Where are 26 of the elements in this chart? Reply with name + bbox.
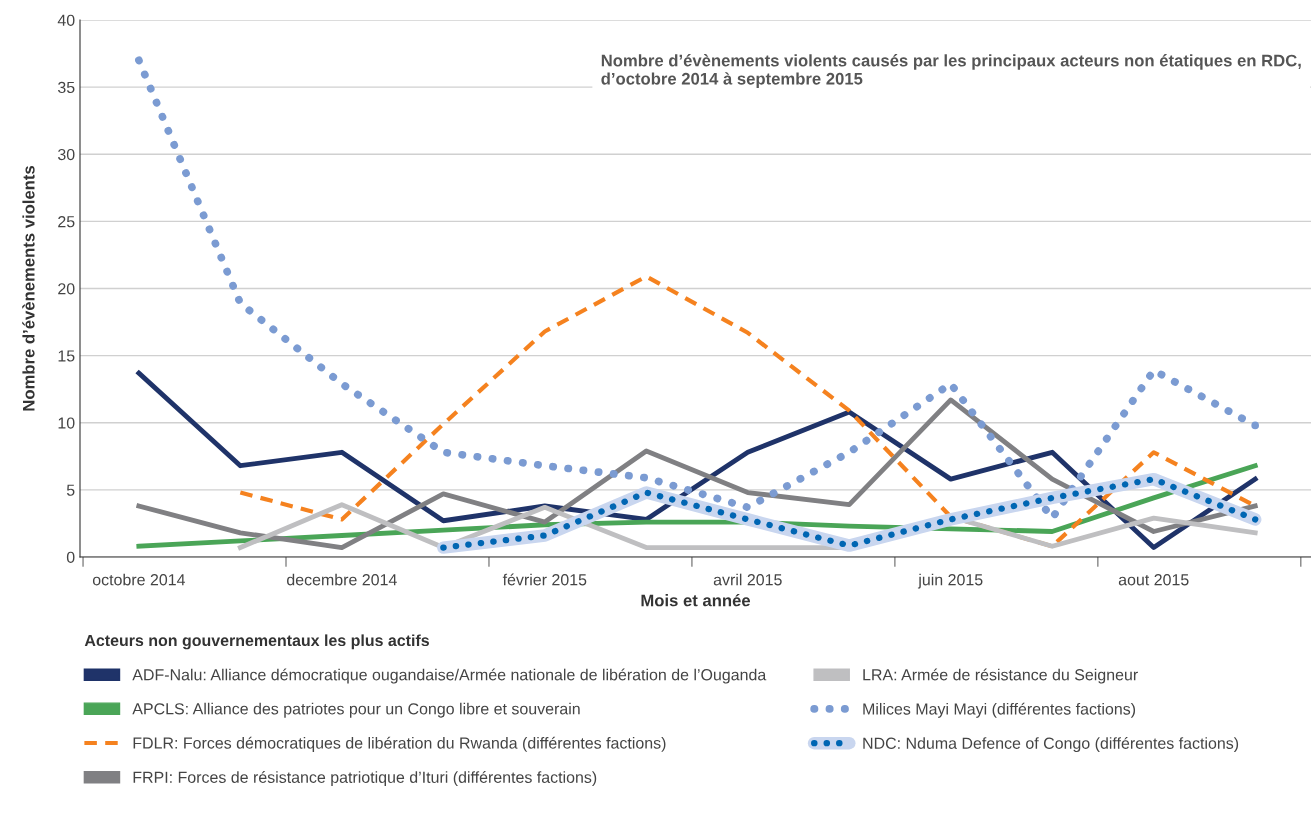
- legend-title: Acteurs non gouvernementaux les plus actifs: [84, 634, 429, 650]
- legend-label: FDLR: Forces démocratiques de libération du Rwanda (différentes factions): [133, 736, 666, 752]
- text: Nombre d’évènements violents causés par les principaux acteurs non étatiques en RDC, d’octobre 2014 à septembre 2015: [601, 54, 1301, 88]
- y-tick-label: 30: [57, 148, 75, 161]
- x-axis-title: Mois et année: [641, 593, 751, 607]
- x-tick-label: aout 2015: [1118, 574, 1189, 586]
- x-tick-label: avril 2015: [713, 573, 782, 586]
- y-tick-label: 35: [57, 81, 75, 94]
- y-axis-title: Nombre d’évènements violents: [22, 165, 35, 411]
- legend-label: LRA: Armée de résistance du Seigneur: [863, 668, 1138, 684]
- x-tick-label: octobre 2014: [92, 573, 186, 586]
- y-tick-label: 25: [58, 216, 75, 228]
- y-tick-label: 20: [58, 283, 75, 295]
- x-tick-label: juin 2015: [917, 573, 983, 589]
- x-tick-label: decembre 2014: [287, 573, 397, 586]
- legend-label: APCLS: Alliance des patriotes pour un Congo libre et souverain: [132, 702, 580, 718]
- y-tick-label: 10: [58, 417, 75, 429]
- legend-label: ADF-Nalu: Alliance démocratique ougandaise/Armée nationale de libération de l’Ouganda: [132, 668, 767, 684]
- y-tick-label: 15: [58, 350, 75, 362]
- y-tick-label: 40: [57, 14, 75, 26]
- y-tick-label: 0: [66, 551, 75, 563]
- legend-label: FRPI: Forces de résistance patriotique d’Ituri (différentes factions): [133, 771, 597, 787]
- legend-label: Milices Mayi Mayi (différentes factions): [863, 702, 1136, 718]
- x-tick-label: février 2015: [502, 573, 587, 586]
- legend-label: NDC: Nduma Defence of Congo (différentes factions): [863, 736, 1239, 753]
- y-tick-label: 5: [66, 484, 75, 496]
